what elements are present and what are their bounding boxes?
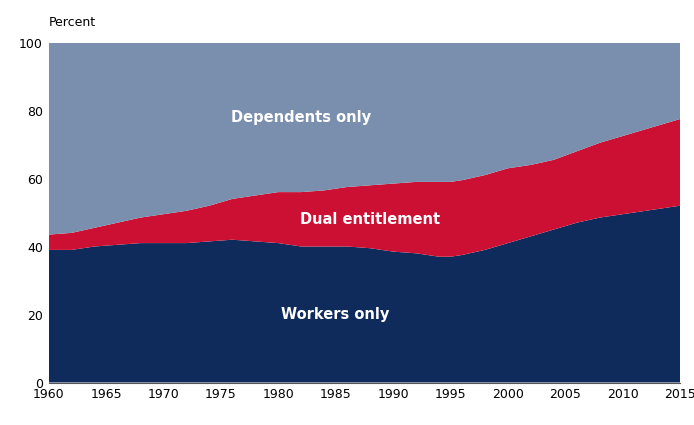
Text: Dependents only: Dependents only (231, 110, 371, 125)
Text: Percent: Percent (49, 16, 96, 29)
Text: Dual entitlement: Dual entitlement (300, 212, 440, 227)
Text: Workers only: Workers only (282, 307, 390, 322)
